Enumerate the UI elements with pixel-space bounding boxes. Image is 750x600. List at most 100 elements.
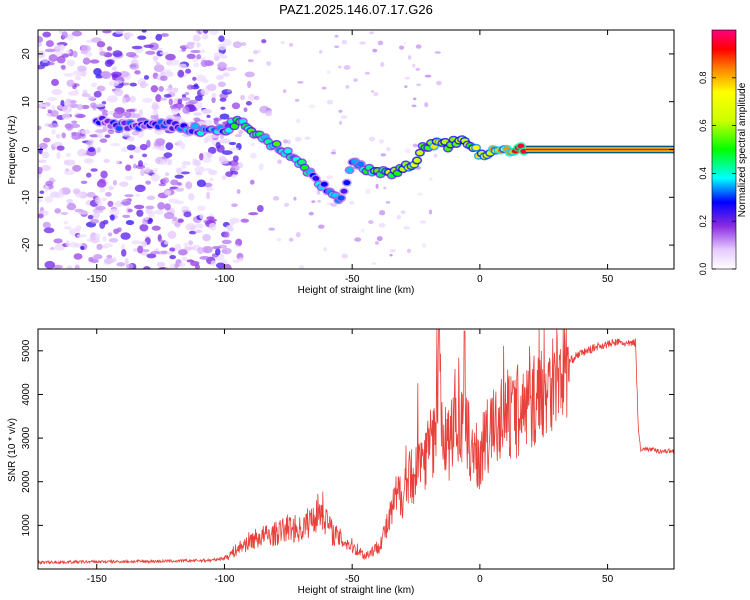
spectrogram-speckle (200, 57, 207, 61)
spectrogram-speckle (376, 236, 383, 242)
spectrogram-speckle (38, 64, 46, 70)
spectrogram-speckle (337, 65, 342, 69)
spectrogram-speckle (114, 88, 124, 97)
spectrogram-speckle (359, 41, 366, 45)
spectrogram-speckle (96, 147, 101, 153)
spectrogram-speckle (250, 152, 257, 159)
spectrogram-speckle (282, 89, 287, 94)
spectrogram-speckle (211, 96, 216, 104)
spectrogram-speckle (135, 193, 141, 197)
spectrogram-speckle (232, 41, 242, 49)
spectrogram-speckle (58, 188, 64, 196)
spectrogram-speckle (122, 132, 131, 137)
spectrogram-speckle (424, 102, 429, 108)
spectrogram-speckle (193, 62, 200, 68)
spectrogram-speckle (330, 151, 336, 155)
page-title: PAZ1.2025.146.07.17.G26 (279, 2, 433, 17)
spectrogram-speckle (219, 138, 231, 144)
spectrogram-speckle (53, 238, 63, 244)
spectrogram-speckle (183, 211, 192, 218)
spectrogram-speckle (317, 199, 321, 203)
spectrogram-speckle (372, 48, 378, 53)
spectrogram-speckle (48, 123, 59, 128)
spectrogram-speckle (66, 79, 75, 87)
spectrogram-speckle (127, 136, 135, 142)
spectrogram-speckle (218, 35, 225, 43)
spectrogram-speckle (326, 70, 332, 75)
spectrogram-speckle (150, 250, 160, 255)
spectrogram-speckle (202, 78, 209, 84)
spectrogram-speckle (63, 221, 69, 225)
spectrogram-speckle (404, 85, 408, 89)
spectrogram-speckle (193, 112, 202, 116)
spectrogram-speckle (188, 99, 198, 104)
spectrogram-speckle (140, 83, 149, 87)
spectrogram-speckle (99, 51, 107, 56)
spectrogram-speckle (404, 148, 411, 154)
spectrogram-speckle (338, 120, 343, 125)
spectrogram-speckle (217, 61, 227, 70)
spectrogram-speckle (121, 198, 131, 207)
spectrogram-speckle (123, 32, 134, 38)
spectrogram-speckle (107, 232, 113, 237)
snr-ylabel: SNR (10 * v/v) (7, 418, 18, 482)
spectrogram-speckle (237, 162, 244, 169)
spectrogram-speckle (50, 109, 59, 117)
spectrogram-speckle (52, 264, 64, 269)
spectrogram-speckle (92, 212, 100, 219)
spectrogram-speckle (217, 81, 226, 88)
spectrogram-speckle (63, 72, 74, 77)
spectrogram-speckle (134, 70, 141, 75)
spectrogram-speckle (238, 257, 244, 262)
spectrogram-speckle (80, 49, 88, 55)
spectrogram-speckle (142, 97, 153, 103)
spectrogram-speckle (66, 59, 76, 67)
spectrogram-speckle (87, 147, 96, 153)
spectrogram-speckle (146, 139, 151, 148)
spectrogram-speckle (181, 47, 187, 52)
spectrogram-ridge (337, 195, 345, 201)
spectrogram-speckle (60, 211, 69, 216)
spectrogram-speckle (183, 242, 189, 248)
colorbar-gradient (711, 29, 737, 270)
spectrogram-speckle (167, 230, 177, 239)
spectrogram-speckle (163, 93, 172, 98)
spectrogram-speckle (416, 83, 422, 87)
spectrogram-speckle (199, 49, 206, 54)
spectrogram-speckle (72, 188, 81, 195)
spectrogram-ridge (230, 123, 238, 129)
spectrogram-speckle (225, 224, 233, 230)
spectrogram-speckle (125, 164, 132, 172)
spectrogram-speckle (158, 183, 167, 187)
spectrogram-speckle (185, 68, 192, 74)
spectrogram-speckle (153, 64, 165, 73)
spectrogram-speckle (219, 113, 230, 120)
spectrogram-speckle (121, 249, 127, 257)
spectrogram-speckle (40, 165, 52, 172)
spectrogram-speckle (38, 42, 43, 47)
spectrogram-ylabel: Frequency (Hz) (7, 116, 18, 185)
colorbar-ticks: 0.0 0.2 0.4 0.6 0.8 (698, 72, 736, 275)
spectrogram-speckle (158, 239, 164, 243)
spectrogram-speckle (186, 41, 196, 46)
y-tick-label: -20 (21, 237, 32, 252)
spectrogram-speckle (45, 180, 54, 187)
spectrogram-speckle (225, 66, 237, 72)
spectrogram-speckle (231, 102, 241, 110)
spectrogram-speckle (177, 182, 182, 186)
spectrogram-speckle (108, 237, 119, 243)
spectrogram-speckle (208, 222, 217, 231)
spectrogram-speckle (180, 97, 191, 101)
spectrogram-speckle (81, 93, 91, 98)
spectrogram-speckle (87, 95, 96, 101)
spectrogram-speckle (181, 164, 187, 169)
spectrogram-speckle (377, 40, 384, 46)
spectrogram-speckle (121, 97, 127, 104)
spectrogram-speckle (67, 266, 73, 269)
spectrogram-speckle (50, 191, 60, 198)
colorbar-tick-label: 0.8 (698, 72, 708, 85)
spectrogram-speckle (210, 260, 217, 267)
spectrogram-speckle (283, 202, 290, 207)
spectrogram-speckle (106, 59, 115, 65)
spectrogram-speckle (200, 60, 209, 68)
